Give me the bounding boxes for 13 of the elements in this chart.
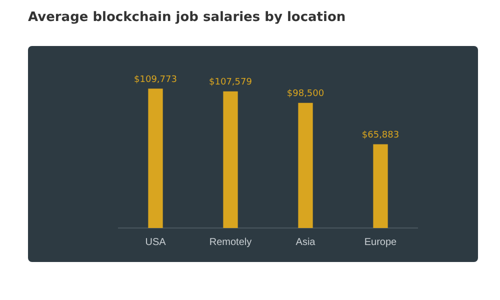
data-label: $109,773 — [134, 74, 177, 85]
bar — [148, 88, 163, 228]
data-label: $107,579 — [209, 78, 252, 88]
bar — [223, 91, 238, 228]
x-tick-label: Remotely — [209, 236, 252, 248]
data-label: $98,500 — [286, 89, 324, 100]
bar — [373, 144, 388, 228]
x-tick-label: Asia — [296, 236, 316, 248]
bar — [298, 102, 313, 228]
x-tick-label: Europe — [364, 236, 398, 248]
data-label: $65,883 — [362, 130, 400, 140]
chart-title: Average blockchain job salaries by location — [28, 10, 346, 25]
x-tick-label: USA — [145, 236, 166, 248]
